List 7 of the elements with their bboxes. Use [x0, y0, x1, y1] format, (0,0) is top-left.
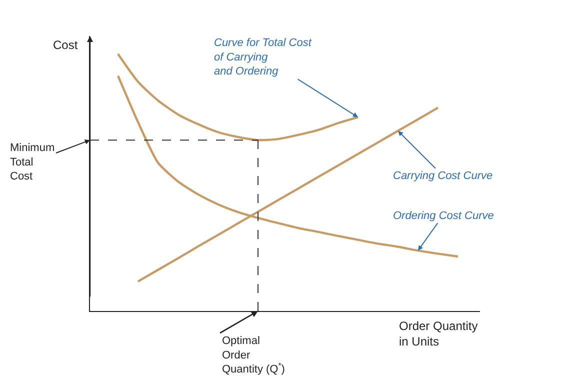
annotation: Carrying Cost Curve — [393, 170, 493, 182]
text: Optimal Order Quantity (Q$^{*}$) — [222, 335, 285, 376]
y-axis-title: Cost — [53, 38, 78, 52]
annotation: Ordering Cost Curve — [393, 210, 494, 222]
annotation: Curve for Total Cost of Carrying and Ordering — [214, 37, 312, 78]
x-axis-title: Order Quantity in Units — [399, 319, 478, 349]
ref-line-label: Minimum Total Cost — [10, 142, 55, 183]
